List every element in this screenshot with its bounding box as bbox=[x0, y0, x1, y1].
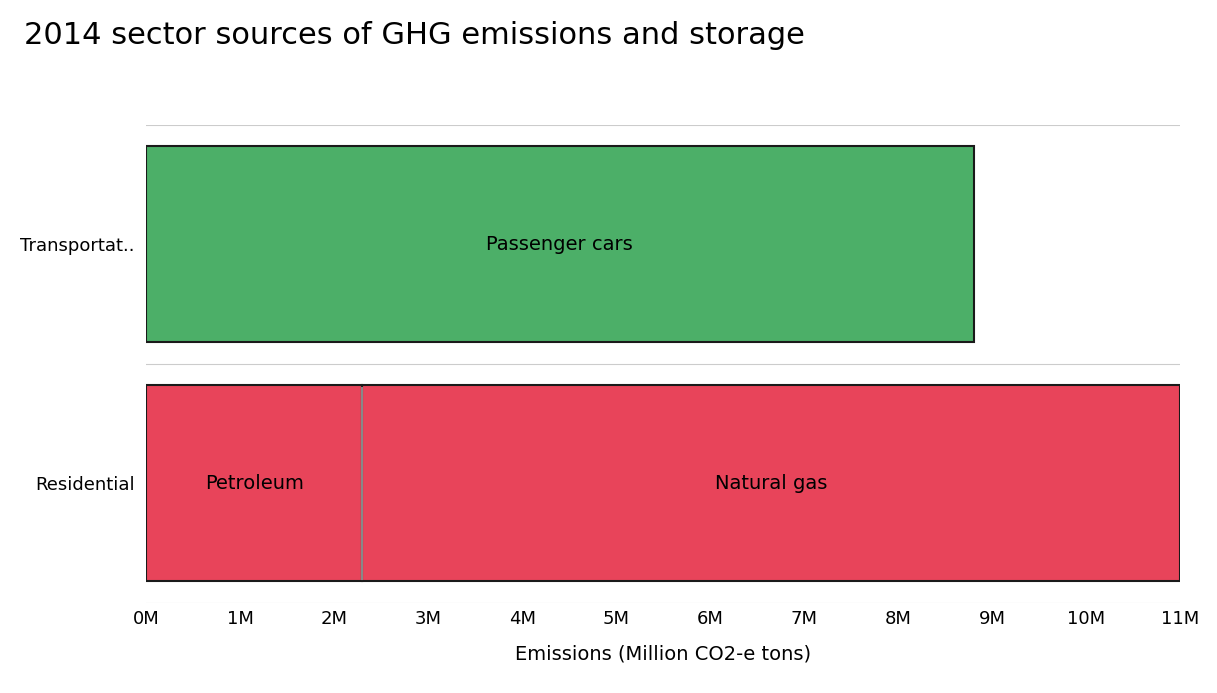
Bar bbox=[146, 385, 363, 581]
Text: Natural gas: Natural gas bbox=[716, 474, 828, 493]
Bar bbox=[363, 385, 1180, 581]
Bar bbox=[146, 146, 974, 342]
Text: Petroleum: Petroleum bbox=[204, 474, 303, 493]
Text: 2014 sector sources of GHG emissions and storage: 2014 sector sources of GHG emissions and… bbox=[24, 21, 806, 50]
X-axis label: Emissions (Million CO2-e tons): Emissions (Million CO2-e tons) bbox=[515, 644, 812, 663]
Text: Passenger cars: Passenger cars bbox=[487, 235, 633, 254]
